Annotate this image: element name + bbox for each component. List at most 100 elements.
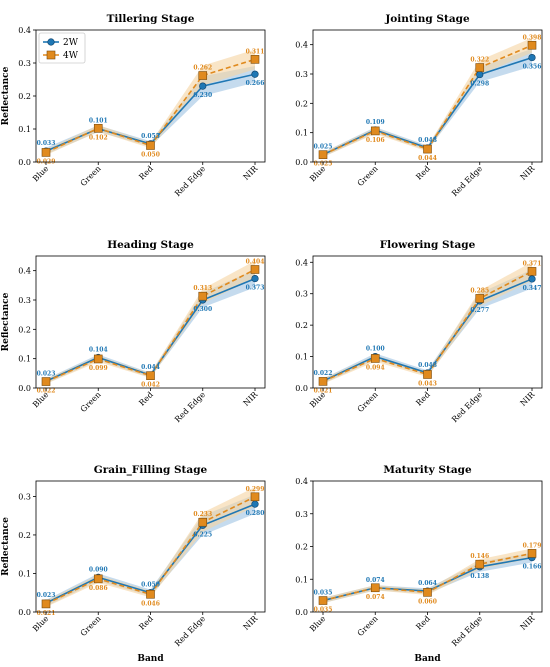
data-label-2W: 0.101 — [89, 117, 108, 124]
legend-label-4W: 4W — [63, 51, 79, 61]
y-tick-label: 0.0 — [18, 608, 31, 617]
data-label-4W: 0.322 — [470, 57, 489, 64]
y-tick-label: 0.4 — [295, 477, 308, 486]
y-tick-label: 0.0 — [18, 158, 31, 167]
data-label-2W: 0.055 — [141, 133, 160, 140]
data-label-4W: 0.050 — [141, 152, 160, 159]
legend-marker-2W — [47, 38, 55, 46]
y-tick-label: 0.3 — [295, 290, 308, 299]
point-4W — [93, 354, 103, 364]
y-tick-label: 0.4 — [295, 41, 308, 50]
data-label-2W: 0.025 — [314, 144, 333, 151]
x-tick-label: Red Edge — [173, 390, 207, 424]
data-label-4W: 0.094 — [366, 364, 385, 371]
chart-title: Heading Stage — [107, 239, 194, 251]
y-tick-label: 0.4 — [295, 258, 308, 267]
data-label-2W: 0.048 — [418, 137, 437, 144]
x-tick-label: Red — [137, 390, 155, 408]
data-label-4W: 0.086 — [89, 585, 108, 592]
data-label-4W: 0.044 — [418, 155, 437, 162]
data-label-4W: 0.311 — [246, 48, 265, 55]
data-label-4W: 0.035 — [314, 607, 333, 614]
chart-title: Maturity Stage — [383, 464, 472, 476]
x-tick-label: NIR — [242, 389, 260, 407]
point-2W — [251, 274, 259, 283]
data-label-4W: 0.102 — [89, 135, 108, 142]
y-axis-label: Reflectance — [1, 292, 11, 351]
confidence-band-4W — [323, 261, 532, 384]
data-label-4W: 0.074 — [366, 594, 385, 601]
data-label-2W: 0.166 — [523, 564, 542, 571]
point-2W — [528, 275, 536, 283]
point-4W — [475, 559, 485, 569]
y-tick-label: 0.2 — [295, 543, 308, 552]
legend-box — [38, 32, 86, 64]
data-label-2W: 0.023 — [37, 370, 56, 377]
data-label-4W: 0.285 — [470, 287, 489, 294]
y-tick-label: 0.1 — [295, 353, 308, 362]
y-tick-label: 0.4 — [18, 267, 31, 276]
point-2W — [528, 53, 536, 62]
y-tick-label: 0.2 — [295, 321, 308, 330]
x-tick-label: Red Edge — [173, 614, 207, 648]
data-label-2W: 0.347 — [523, 285, 542, 292]
data-label-2W: 0.050 — [141, 582, 160, 589]
data-label-4W: 0.404 — [246, 258, 265, 265]
x-tick-label: Green — [79, 614, 103, 638]
point-4W — [527, 549, 537, 558]
y-tick-label: 0.4 — [18, 26, 31, 35]
data-label-4W: 0.371 — [523, 260, 542, 267]
data-label-2W: 0.044 — [141, 364, 160, 371]
x-tick-label: Green — [79, 390, 103, 414]
x-tick-label: Red — [414, 390, 432, 408]
data-label-4W: 0.299 — [246, 486, 265, 493]
legend-label-2W: 2W — [63, 38, 79, 48]
point-4W — [41, 599, 51, 609]
data-label-4W: 0.099 — [89, 365, 108, 372]
point-4W — [93, 574, 103, 584]
point-4W — [318, 150, 328, 159]
x-tick-label: Red Edge — [450, 390, 484, 424]
data-label-2W: 0.074 — [366, 577, 385, 584]
x-tick-label: NIR — [242, 613, 260, 631]
x-tick-label: Blue — [308, 614, 328, 634]
point-4W — [198, 291, 208, 301]
point-4W — [41, 148, 51, 157]
point-4W — [250, 55, 260, 64]
point-4W — [198, 517, 208, 527]
x-tick-label: NIR — [519, 163, 537, 181]
y-axis-label: Reflectance — [1, 66, 11, 125]
point-4W — [250, 492, 260, 502]
legend-marker-4W — [46, 50, 56, 60]
point-4W — [423, 370, 432, 379]
x-tick-label: Green — [356, 164, 380, 188]
data-label-2W: 0.280 — [246, 510, 265, 517]
chart-title: Flowering Stage — [380, 239, 476, 251]
data-label-4W: 0.179 — [523, 542, 542, 549]
data-label-4W: 0.398 — [523, 34, 542, 41]
data-label-2W: 0.100 — [366, 346, 385, 353]
x-axis-label: Band — [414, 654, 441, 664]
x-tick-label: Green — [356, 614, 380, 638]
chart-title: Tillering Stage — [107, 13, 195, 25]
chart-panel-6: Maturity Stage 0.035 0.035 0.074 0.074 0.064 0… — [295, 464, 543, 664]
data-label-2W: 0.230 — [193, 92, 212, 99]
point-2W — [251, 500, 259, 508]
x-tick-label: Green — [79, 164, 103, 188]
point-4W — [370, 126, 380, 136]
y-axis-label: Reflectance — [1, 517, 11, 576]
x-tick-label: Red Edge — [173, 164, 207, 198]
point-4W — [423, 144, 432, 154]
confidence-band-4W — [46, 260, 255, 384]
data-label-4W: 0.046 — [141, 600, 160, 607]
y-tick-label: 0.2 — [295, 99, 308, 108]
data-label-2W: 0.090 — [89, 566, 108, 573]
point-4W — [318, 596, 328, 605]
data-label-4W: 0.233 — [193, 511, 212, 518]
x-tick-label: NIR — [519, 613, 537, 631]
x-tick-label: Red — [414, 614, 432, 632]
y-tick-label: 0.1 — [295, 575, 308, 584]
y-tick-label: 0.3 — [18, 296, 31, 305]
